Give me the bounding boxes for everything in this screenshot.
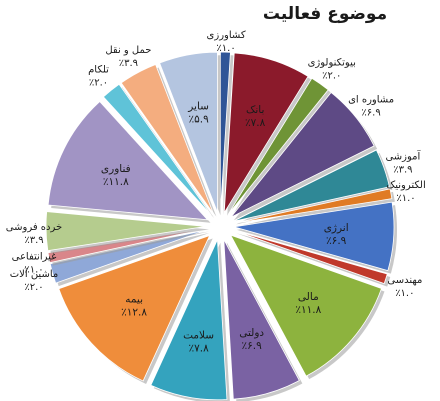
- slice-value-label: ٪۳.۹: [24, 235, 43, 246]
- slice-حمل-و-نقل: [120, 63, 214, 214]
- slice-name-label: مشاوره ای: [348, 94, 394, 105]
- slice-مهندسی: [233, 229, 388, 285]
- slice-value-label: ٪۱۱.۸: [103, 176, 129, 188]
- slice-name-label: بانک: [246, 104, 264, 116]
- slice-value-label: ٪۲.۰: [322, 70, 341, 81]
- slice-name-label: غیرانتفاعی: [12, 251, 57, 262]
- slice-value-label: ٪۳.۹: [393, 164, 412, 175]
- slice-بیوتکنولوژی: [227, 77, 329, 215]
- slice-value-label: ٪۶.۹: [242, 340, 263, 352]
- slice-name-label: الکترونیک: [386, 180, 425, 191]
- slice-value-label: ٪۱.۰: [216, 43, 235, 54]
- slice-کشاورزی: [220, 51, 231, 213]
- slice-shadow: [51, 231, 210, 266]
- slice-name-label: بیوتکنولوژی: [308, 57, 356, 68]
- slice-تلکام: [102, 83, 212, 216]
- slice-name-label: سایر: [187, 101, 209, 113]
- slice-value-label: ٪۲.۰: [24, 282, 43, 293]
- slice-name-label: کشاورزی: [207, 30, 246, 41]
- slice-ماشین-آلات: [49, 229, 207, 284]
- slice-value-label: ٪۷.۸: [245, 117, 266, 129]
- slice-فناوری: [47, 100, 209, 221]
- slice-name-label: انرژی: [324, 222, 349, 234]
- slice-مالی: [229, 234, 382, 377]
- slice-بانک: [223, 52, 309, 213]
- slice-name-label: آموزشی: [385, 149, 421, 162]
- slice-name-label: ماشین آلات: [10, 267, 59, 280]
- slice-غیرانتفاعی: [47, 228, 207, 264]
- slice-خرده-فروشی: [45, 211, 207, 252]
- chart-title: موضوع فعالیت: [262, 4, 388, 24]
- slice-name-label: بیمه: [125, 294, 143, 306]
- slice-name-label: تلکام: [88, 65, 109, 76]
- slice-value-label: ٪۷.۸: [188, 342, 209, 354]
- slice-value-label: ٪۲.۰: [89, 78, 108, 89]
- slice-name-label: مهندسی: [387, 275, 422, 286]
- slice-name-label: مالی: [298, 291, 319, 303]
- slice-آموزشی: [233, 149, 390, 222]
- slice-name-label: سلامت: [183, 329, 214, 341]
- slice-value-label: ٪۱.۰: [24, 264, 43, 275]
- slice-سلامت: [150, 239, 228, 401]
- slice-دولتی: [223, 239, 300, 400]
- slice-name-label: دولتی: [239, 327, 264, 339]
- slice-value-label: ٪۱۱.۸: [295, 304, 321, 316]
- slice-بیمه: [58, 234, 211, 382]
- slice-value-label: ٪۱۲.۸: [121, 307, 147, 319]
- slice-value-label: ٪۳.۹: [119, 58, 138, 69]
- slice-سایر: [159, 51, 218, 213]
- slice-الکترونیک: [233, 188, 393, 224]
- slice-shadow: [53, 232, 210, 287]
- slice-name-label: خرده فروشی: [6, 222, 62, 233]
- slice-value-label: ٪۱.۰: [396, 193, 415, 204]
- slice-مشاوره-ای: [230, 91, 375, 218]
- slice-value-label: ٪۶.۹: [326, 235, 347, 247]
- slice-shadow: [236, 233, 391, 287]
- slice-name-label: حمل و نقل: [105, 45, 151, 56]
- slice-value-label: ٪۱.۰: [395, 288, 414, 299]
- slice-انرژی: [233, 201, 395, 272]
- slice-value-label: ٪۶.۹: [361, 107, 380, 118]
- slice-name-label: فناوری: [101, 163, 131, 175]
- slice-value-label: ٪۵.۹: [188, 114, 209, 126]
